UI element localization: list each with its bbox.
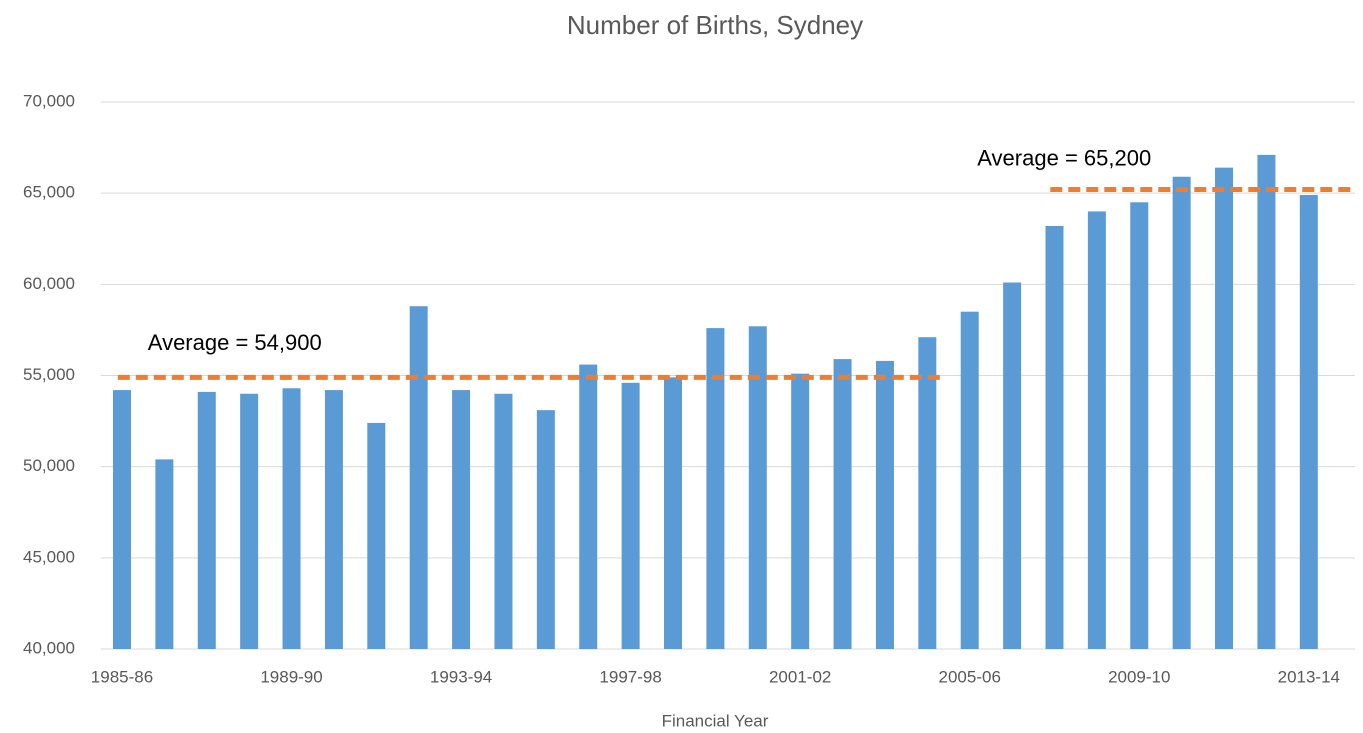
bar: [536, 410, 555, 649]
bar: [918, 337, 937, 649]
x-tick-label: 2009-10: [1108, 667, 1170, 686]
x-axis-title: Financial Year: [662, 711, 769, 730]
y-tick-label: 70,000: [23, 91, 75, 110]
bar: [494, 393, 513, 649]
bar: [1087, 211, 1106, 649]
bar: [324, 390, 343, 649]
bar: [367, 422, 386, 649]
bar: [1172, 176, 1191, 650]
x-tick-label: 2013-14: [1278, 667, 1340, 686]
x-tick-label: 1997-98: [599, 667, 661, 686]
chart-title: Number of Births, Sydney: [567, 10, 863, 40]
bar: [1215, 167, 1234, 649]
y-tick-label: 60,000: [23, 274, 75, 293]
bar: [197, 391, 216, 649]
bar: [112, 390, 131, 649]
y-tick-label: 45,000: [23, 547, 75, 566]
average-label: Average = 65,200: [977, 145, 1151, 170]
bar: [748, 326, 767, 649]
average-label: Average = 54,900: [148, 330, 322, 355]
y-tick-label: 65,000: [23, 183, 75, 202]
x-tick-label: 2001-02: [769, 667, 831, 686]
y-tick-label: 50,000: [23, 456, 75, 475]
bar: [621, 382, 640, 649]
bar: [1257, 154, 1276, 650]
bar: [875, 360, 894, 649]
bar: [960, 311, 979, 649]
x-tick-label: 1985-86: [91, 667, 153, 686]
bar: [833, 359, 852, 649]
y-tick-label: 55,000: [23, 365, 75, 384]
bar: [706, 328, 725, 649]
bar: [282, 388, 301, 649]
y-tick-label: 40,000: [23, 638, 75, 657]
x-tick-label: 1989-90: [260, 667, 322, 686]
bar: [1130, 202, 1149, 650]
bar: [409, 306, 428, 649]
x-tick-label: 2005-06: [939, 667, 1001, 686]
bar: [155, 459, 174, 649]
bar: [452, 390, 471, 649]
bar: [1045, 225, 1064, 649]
bar: [240, 393, 259, 649]
bar: [1003, 282, 1022, 649]
x-tick-label: 1993-94: [430, 667, 492, 686]
bar: [791, 373, 810, 649]
bar: [1299, 194, 1318, 650]
bar: [579, 364, 598, 649]
bar: [664, 377, 683, 649]
